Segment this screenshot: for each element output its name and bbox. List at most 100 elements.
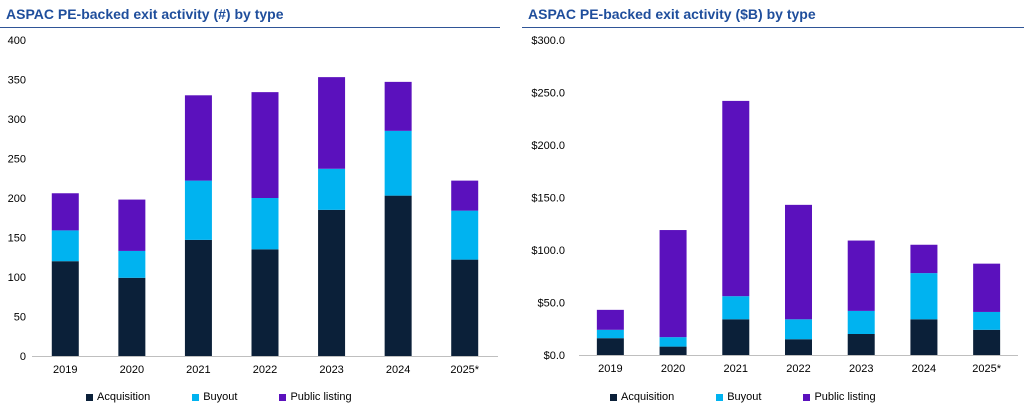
legend-label-public-listing: Public listing: [814, 391, 876, 403]
legend-swatch-public-listing: [803, 393, 811, 401]
bar-acquisition-2020: [659, 346, 687, 355]
x-tick-label: 2019: [53, 364, 77, 375]
legend-label-buyout: Buyout: [203, 391, 238, 403]
title-rule: [522, 27, 1024, 28]
bar-public-listing-2021: [722, 100, 750, 297]
bar-acquisition-2020: [118, 277, 146, 356]
bar-public-listing-2019: [51, 193, 79, 231]
x-tick-label: 2024: [912, 363, 936, 375]
legend-label-acquisition: Acquisition: [97, 391, 151, 403]
x-tick-label: 2022: [786, 363, 810, 375]
bar-acquisition-2023: [847, 334, 875, 355]
bar-buyout-2025: [451, 210, 479, 260]
bar-public-listing-2024: [384, 81, 412, 131]
bar-public-listing-2020: [659, 230, 687, 338]
bar-public-listing-2022: [785, 204, 812, 320]
y-tick-label: 0: [20, 351, 26, 363]
legend-item-buyout: Buyout: [192, 391, 237, 403]
y-tick-label: $200.0: [531, 140, 565, 152]
y-tick-label: 350: [8, 75, 26, 87]
x-tick-label: 2025*: [450, 364, 479, 375]
bar-buyout-2020: [118, 250, 146, 278]
bar-acquisition-2024: [910, 319, 938, 355]
x-tick-label: 2020: [661, 363, 685, 375]
y-tick-label: $150.0: [531, 193, 565, 205]
chart-title-value: ASPAC PE-backed exit activity ($B) by ty…: [528, 6, 816, 22]
y-tick-label: $100.0: [531, 245, 565, 257]
bar-buyout-2023: [847, 310, 875, 334]
bar-buyout-2024: [910, 273, 938, 320]
bar-acquisition-2022: [251, 249, 279, 356]
y-tick-label: 150: [8, 233, 26, 245]
x-tick-label: 2023: [319, 364, 343, 375]
bar-public-listing-2025: [973, 263, 1001, 312]
x-tick-label: 2021: [186, 364, 210, 375]
y-tick-label: 250: [8, 154, 26, 166]
bar-acquisition-2025: [973, 329, 1001, 355]
chart-value-by-type: $0.0 $50.0 $100.0 $150.0 $200.0 $250.0 $300.0 2…: [531, 35, 1018, 375]
bar-buyout-2025: [973, 311, 1001, 330]
bar-acquisition-2019: [51, 261, 79, 356]
y-tick-label: 300: [8, 114, 26, 126]
chart-panel-value: ASPAC PE-backed exit activity ($B) by ty…: [522, 0, 1024, 411]
legend-swatch-buyout: [716, 393, 724, 401]
bar-public-listing-2024: [910, 244, 938, 274]
bar-acquisition-2024: [384, 195, 412, 356]
legend-label-buyout: Buyout: [727, 391, 762, 403]
bar-buyout-2022: [785, 319, 812, 340]
x-tick-label: 2025*: [972, 363, 1001, 375]
bar-buyout-2020: [659, 337, 687, 347]
legend-item-public-listing: Public listing: [279, 391, 352, 403]
legend-value: Acquisition Buyout Public listing: [610, 391, 876, 403]
x-tick-label: 2020: [120, 364, 144, 375]
y-tick-label: $0.0: [544, 350, 565, 362]
bar-buyout-2023: [318, 168, 346, 210]
y-tick-label: 100: [8, 272, 26, 284]
bar-public-listing-2023: [847, 240, 875, 311]
bar-public-listing-2021: [184, 95, 212, 181]
chart-panel-count: ASPAC PE-backed exit activity (#) by typ…: [0, 0, 500, 411]
bar-acquisition-2021: [722, 319, 750, 355]
title-rule: [0, 27, 500, 28]
bar-buyout-2019: [596, 329, 624, 339]
bar-public-listing-2023: [318, 77, 346, 169]
bar-acquisition-2021: [184, 239, 212, 356]
chart-title-count: ASPAC PE-backed exit activity (#) by typ…: [6, 6, 284, 22]
y-tick-label: $250.0: [531, 88, 565, 100]
x-tick-label: 2021: [724, 363, 748, 375]
x-tick-label: 2024: [386, 364, 410, 375]
bar-buyout-2021: [722, 296, 750, 320]
legend-count: Acquisition Buyout Public listing: [86, 391, 352, 403]
y-tick-label: $300.0: [531, 35, 565, 47]
y-tick-label: 200: [8, 193, 26, 205]
bar-public-listing-2020: [118, 199, 146, 251]
legend-label-public-listing: Public listing: [290, 391, 352, 403]
x-tick-label: 2022: [253, 364, 277, 375]
bar-buyout-2021: [184, 180, 212, 240]
legend-item-buyout: Buyout: [716, 391, 761, 403]
bar-acquisition-2019: [596, 338, 624, 355]
legend-item-public-listing: Public listing: [803, 391, 876, 403]
bar-public-listing-2022: [251, 92, 279, 198]
legend-label-acquisition: Acquisition: [621, 391, 675, 403]
legend-swatch-acquisition: [86, 393, 93, 401]
bar-public-listing-2025: [451, 180, 479, 211]
bar-buyout-2024: [384, 130, 412, 196]
x-tick-label: 2019: [598, 363, 622, 375]
bar-acquisition-2022: [785, 339, 812, 355]
legend-item-acquisition: Acquisition: [86, 391, 150, 403]
bar-public-listing-2019: [596, 309, 624, 330]
legend-swatch-acquisition: [610, 393, 617, 401]
bar-buyout-2022: [251, 198, 279, 250]
x-tick-label: 2023: [849, 363, 873, 375]
y-tick-label: 50: [14, 312, 26, 324]
legend-swatch-public-listing: [279, 393, 287, 401]
bar-acquisition-2025: [451, 259, 479, 356]
chart-count-by-type: 0 50 100 150 200 250 300 350 400 2019 2020 2021 2022…: [8, 35, 498, 375]
bar-acquisition-2023: [318, 209, 346, 356]
y-tick-label: $50.0: [537, 298, 565, 310]
legend-swatch-buyout: [192, 393, 200, 401]
y-tick-label: 400: [8, 35, 26, 47]
legend-item-acquisition: Acquisition: [610, 391, 674, 403]
bar-buyout-2019: [51, 230, 79, 262]
